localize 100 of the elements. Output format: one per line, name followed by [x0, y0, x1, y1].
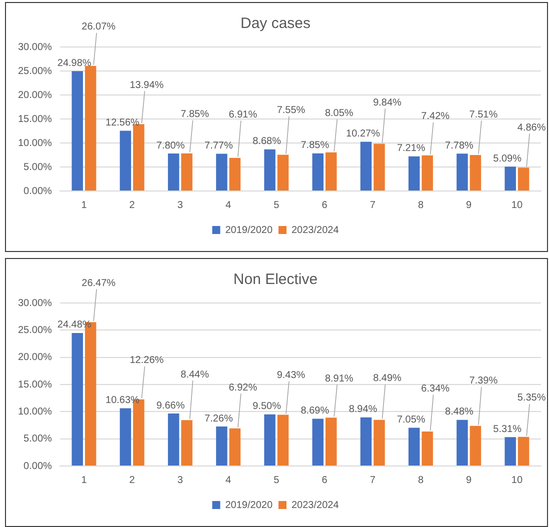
data-label: 12.26% — [130, 355, 164, 366]
x-tick-label: 5 — [274, 200, 280, 211]
x-tick-label: 10 — [511, 474, 523, 486]
bar — [518, 436, 530, 466]
data-label: 8.05% — [324, 108, 354, 120]
y-tick-label: 15.00% — [18, 114, 52, 125]
data-label: 24.98% — [57, 58, 92, 69]
data-label: 7.77% — [204, 140, 233, 152]
data-label: 9.50% — [252, 401, 282, 412]
data-label: 8.68% — [252, 136, 282, 148]
bar — [264, 149, 276, 190]
x-tick-label: 1 — [81, 200, 88, 211]
bar — [408, 156, 420, 190]
data-label: 12.56% — [106, 117, 140, 128]
x-tick-label: 2 — [129, 200, 136, 211]
bar — [374, 144, 385, 190]
data-label: 6.92% — [228, 382, 258, 394]
data-label: 5.31% — [493, 424, 522, 435]
bar — [133, 124, 144, 190]
bar — [470, 426, 482, 466]
data-label: 7.51% — [469, 109, 498, 120]
y-tick-label: 20.00% — [18, 90, 52, 101]
bar — [181, 420, 192, 466]
bar — [504, 166, 516, 190]
bar — [168, 154, 180, 190]
data-label: 26.07% — [82, 22, 116, 33]
data-label: 7.42% — [421, 111, 450, 122]
chart-title: Non Elective — [233, 271, 318, 288]
data-label: 7.85% — [300, 140, 330, 152]
bar — [312, 153, 324, 190]
legend-label: 2019/2020 — [225, 224, 273, 236]
y-tick-label: 30.00% — [18, 42, 52, 53]
bar — [181, 153, 192, 190]
data-label: 6.91% — [228, 109, 258, 120]
data-label: 7.39% — [469, 376, 498, 387]
bar — [120, 130, 132, 190]
bar — [408, 428, 420, 466]
data-label: 5.35% — [517, 392, 546, 404]
x-tick-label: 8 — [418, 474, 424, 486]
data-label: 7.26% — [204, 413, 233, 424]
data-label: 8.44% — [180, 369, 210, 380]
data-label: 7.78% — [445, 140, 474, 152]
bar — [470, 154, 482, 190]
x-tick-label: 7 — [370, 474, 376, 486]
y-tick-label: 30.00% — [18, 298, 52, 309]
y-tick-label: 5.00% — [24, 162, 52, 173]
bar — [326, 418, 337, 466]
y-tick-label: 20.00% — [18, 352, 52, 364]
bar — [264, 414, 276, 466]
x-tick-label: 6 — [322, 200, 328, 211]
data-label: 8.94% — [348, 404, 378, 416]
x-tick-label: 10 — [511, 200, 523, 211]
x-tick-label: 8 — [418, 200, 424, 211]
data-label: 10.27% — [346, 128, 380, 140]
bar — [229, 158, 241, 190]
data-label: 9.66% — [156, 400, 185, 412]
data-label: 7.55% — [276, 105, 306, 116]
bar — [72, 332, 83, 466]
data-label: 8.49% — [373, 373, 402, 384]
legend-label: 2023/2024 — [292, 500, 340, 511]
bar — [518, 168, 530, 190]
data-label: 8.91% — [324, 373, 354, 384]
bar — [168, 414, 180, 466]
x-tick-label: 5 — [274, 474, 280, 486]
bar — [456, 420, 468, 466]
y-tick-label: 5.00% — [24, 434, 52, 445]
data-label: 8.48% — [445, 406, 474, 418]
bar — [422, 155, 433, 190]
y-tick-label: 25.00% — [18, 66, 52, 77]
data-label: 7.85% — [180, 109, 210, 120]
bar — [277, 414, 289, 466]
chart-title: Day cases — [240, 15, 311, 32]
bar — [504, 437, 516, 466]
bar — [72, 71, 83, 190]
x-tick-label: 4 — [226, 200, 232, 211]
legend-label: 2019/2020 — [225, 500, 273, 511]
y-tick-label: 10.00% — [18, 138, 52, 149]
bar — [360, 417, 372, 466]
data-label: 7.21% — [396, 143, 426, 154]
bar — [229, 428, 241, 466]
data-label: 7.80% — [156, 140, 185, 152]
x-tick-label: 3 — [177, 474, 184, 486]
bar — [422, 432, 433, 466]
bar — [216, 426, 228, 466]
y-tick-label: 10.00% — [18, 406, 52, 418]
x-tick-label: 9 — [466, 474, 472, 486]
x-tick-label: 6 — [322, 474, 328, 486]
x-tick-label: 2 — [129, 474, 136, 486]
data-label: 10.63% — [106, 394, 140, 406]
bar — [216, 154, 228, 190]
data-label: 8.69% — [300, 406, 330, 417]
bar — [277, 154, 289, 190]
bar — [456, 154, 468, 190]
data-label: 9.84% — [373, 97, 402, 108]
y-tick-label: 0.00% — [24, 460, 52, 472]
bar — [326, 152, 337, 190]
data-label: 4.86% — [517, 122, 546, 134]
data-label: 26.47% — [82, 278, 116, 289]
data-label: 6.34% — [421, 383, 450, 394]
data-label: 7.05% — [396, 414, 426, 426]
